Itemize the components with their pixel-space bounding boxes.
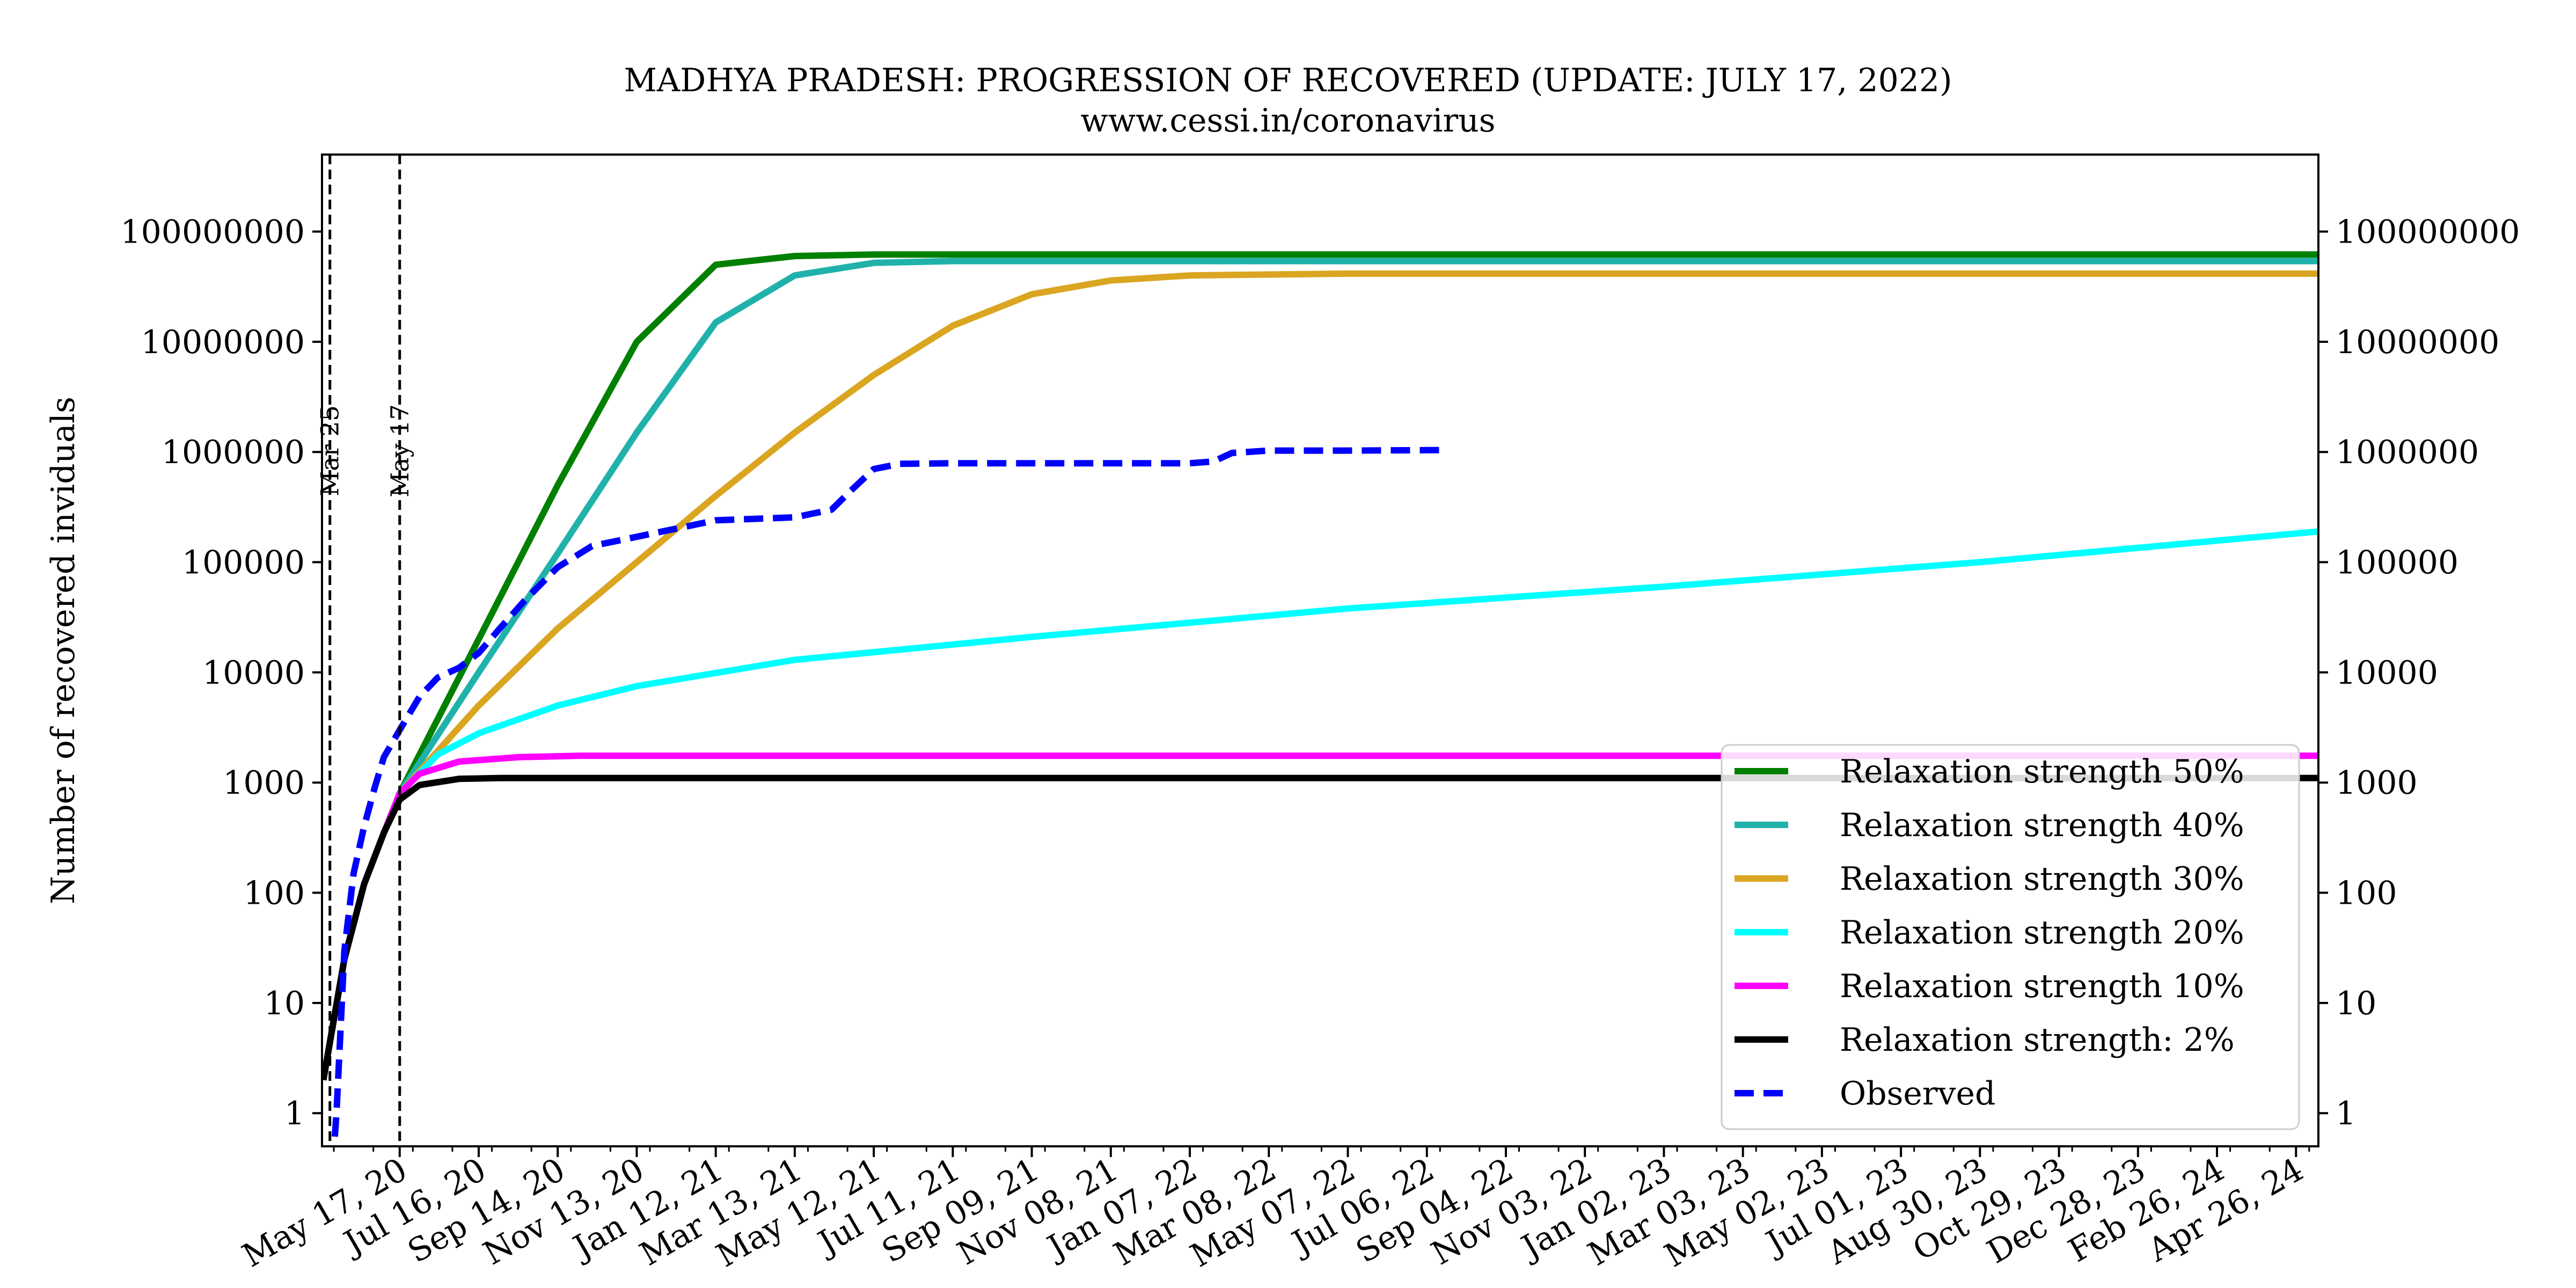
legend-label-4: Relaxation strength 20% — [1840, 914, 2244, 952]
y-tick-label-right-2: 10 — [2336, 985, 2376, 1022]
y-tick-label-left-6: 100000 — [182, 544, 305, 582]
series-line-7 — [331, 447, 1441, 1146]
y-tick-label-left-1: 1 — [284, 1095, 305, 1132]
y-tick-label-right-6: 100000 — [2336, 544, 2458, 582]
plot-frame — [321, 153, 2319, 1147]
y-tick-label-right-8: 10000000 — [2336, 324, 2499, 361]
legend-label-5: Relaxation strength 10% — [1840, 968, 2244, 1005]
chart-subtitle: www.cessi.in/coronavirus — [1080, 102, 1495, 140]
legend-label-1: Relaxation strength 50% — [1840, 753, 2244, 791]
reference-lines: Mar 25 May 17 — [316, 155, 414, 1146]
y-tick-label-right-7: 1000000 — [2336, 434, 2479, 471]
y-tick-label-left-4: 1000 — [223, 764, 305, 802]
y-tick-label-left-9: 100000000 — [120, 214, 305, 251]
legend-label-3: Relaxation strength 30% — [1840, 860, 2244, 898]
y-tick-label-right-9: 100000000 — [2336, 214, 2520, 251]
chart-title: MADHYA PRADESH: PROGRESSION OF RECOVERED… — [624, 62, 1952, 99]
legend-label-6: Relaxation strength: 2% — [1840, 1021, 2235, 1059]
y-tick-label-left-8: 10000000 — [141, 324, 305, 361]
vline-label-2: May 17 — [385, 404, 414, 497]
legend: Relaxation strength 50% Relaxation streng… — [1721, 744, 2300, 1130]
y-tick-label-left-2: 10 — [264, 985, 305, 1022]
plot-lines — [322, 251, 2318, 1146]
y-tick-label-right-4: 1000 — [2336, 764, 2418, 802]
series-line-6 — [322, 774, 2318, 1081]
y-axis-left: 1 10 100 1000 10000 100000 1000000 10000000 1000… — [120, 214, 322, 1132]
legend-label-2: Relaxation strength 40% — [1840, 807, 2244, 844]
y-axis-right: 1 10 100 1000 10000 100000 1000000 10000000 1000… — [2318, 214, 2520, 1132]
y-tick-label-left-7: 1000000 — [162, 434, 305, 471]
legend-label-7: Observed — [1840, 1075, 1995, 1113]
legend-box — [1721, 744, 2300, 1130]
y-tick-label-left-3: 100 — [243, 875, 305, 912]
y-tick-label-right-5: 10000 — [2336, 654, 2438, 692]
y-tick-label-left-5: 10000 — [202, 654, 305, 692]
y-tick-label-right-3: 100 — [2336, 875, 2397, 912]
y-axis-label: Number of recovered inviduals — [45, 397, 82, 904]
y-tick-label-right-1: 1 — [2336, 1095, 2356, 1132]
vline-label-1: Mar 25 — [316, 405, 345, 496]
